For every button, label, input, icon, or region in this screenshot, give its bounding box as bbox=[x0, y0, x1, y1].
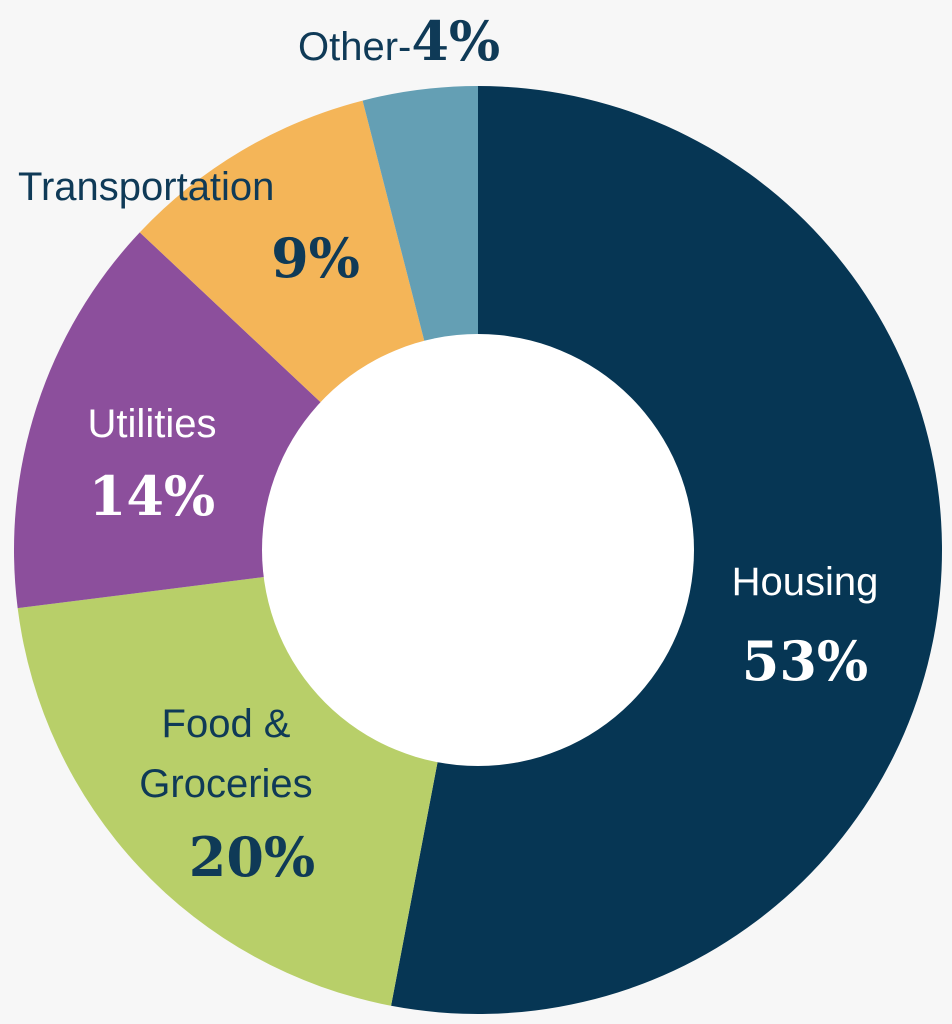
donut-hole bbox=[262, 334, 694, 766]
label-food-line2: Groceries bbox=[139, 762, 312, 806]
label-food-line1: Food & bbox=[162, 702, 291, 746]
label-housing-name: Housing bbox=[732, 560, 879, 604]
label-utilities-pct: 14% bbox=[89, 464, 215, 528]
label-utilities-name: Utilities bbox=[88, 402, 217, 446]
label-housing-pct: 53% bbox=[742, 629, 868, 693]
label-other-name: Other- bbox=[298, 25, 411, 69]
label-other: Other-4% bbox=[298, 9, 500, 73]
label-other-pct: 4% bbox=[411, 9, 500, 73]
label-transportation-pct: 9% bbox=[271, 226, 360, 290]
label-transportation-name: Transportation bbox=[18, 165, 274, 209]
label-food-pct: 20% bbox=[189, 825, 315, 889]
